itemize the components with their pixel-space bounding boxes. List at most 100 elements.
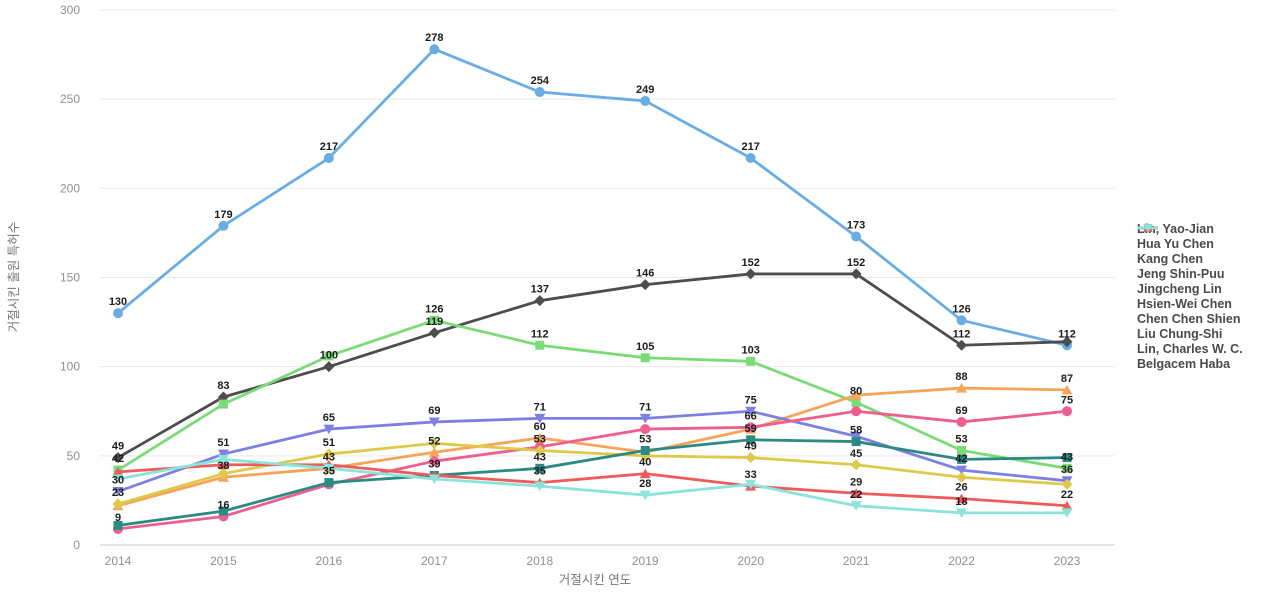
- legend-item-kang-chen[interactable]: Kang Chen: [1137, 224, 1243, 267]
- data-point-marker-triangle-down[interactable]: [745, 406, 757, 417]
- data-point-marker-circle[interactable]: [851, 231, 862, 242]
- legend-item-belgacem-haba[interactable]: Belgacem Haba: [1137, 224, 1243, 372]
- data-point-marker-circle[interactable]: [429, 44, 440, 55]
- data-point-marker-circle[interactable]: [640, 95, 651, 106]
- data-point-marker-square[interactable]: [640, 445, 650, 455]
- data-point-marker-triangle-up[interactable]: [850, 390, 862, 400]
- data-point-marker-square[interactable]: [1062, 463, 1072, 473]
- data-point-marker-triangle-up[interactable]: [850, 488, 862, 498]
- data-point-marker-diamond[interactable]: [112, 452, 124, 464]
- data-point-marker-triangle-down[interactable]: [534, 481, 546, 492]
- data-point-marker-circle[interactable]: [745, 422, 756, 433]
- data-point-marker-diamond[interactable]: [323, 448, 335, 460]
- data-point-marker-square[interactable]: [218, 506, 228, 516]
- data-point-marker-triangle-down[interactable]: [217, 454, 229, 465]
- data-point-marker-diamond[interactable]: [745, 452, 757, 464]
- data-point-marker-diamond[interactable]: [428, 327, 440, 339]
- data-point-marker-triangle-down[interactable]: [323, 424, 335, 435]
- data-point-marker-triangle-down[interactable]: [850, 501, 862, 511]
- x-tick-label: 2023: [1054, 554, 1081, 568]
- data-point-marker-triangle-up[interactable]: [639, 468, 651, 479]
- data-point-marker-diamond[interactable]: [534, 295, 546, 307]
- data-point-marker-circle[interactable]: [851, 406, 862, 417]
- data-point-marker-triangle-down[interactable]: [956, 465, 968, 476]
- data-point-marker-diamond[interactable]: [745, 268, 757, 280]
- data-point-marker-square[interactable]: [535, 340, 545, 350]
- data-point-marker-diamond[interactable]: [639, 279, 651, 291]
- data-point-label: 51: [217, 437, 229, 449]
- data-point-marker-diamond[interactable]: [1061, 336, 1073, 348]
- data-point-marker-diamond[interactable]: [217, 468, 229, 480]
- data-point-marker-square[interactable]: [851, 397, 861, 407]
- data-point-marker-square[interactable]: [1062, 453, 1072, 463]
- data-point-marker-diamond[interactable]: [112, 498, 124, 510]
- data-point-marker-circle[interactable]: [218, 220, 229, 231]
- data-point-label: 152: [741, 257, 759, 269]
- data-point-marker-triangle-up[interactable]: [534, 433, 546, 443]
- data-point-marker-triangle-down[interactable]: [639, 490, 651, 501]
- data-point-marker-diamond[interactable]: [323, 361, 335, 373]
- legend-item-jeng-shin-puu[interactable]: Jeng Shin-Puu: [1137, 223, 1243, 282]
- data-point-marker-square[interactable]: [746, 435, 756, 445]
- data-point-marker-diamond[interactable]: [428, 437, 440, 449]
- data-point-marker-circle[interactable]: [640, 424, 651, 435]
- data-point-marker-square[interactable]: [957, 454, 967, 464]
- legend-marker-icon: [1138, 224, 1158, 233]
- legend-item-liu-chung-shi[interactable]: Liu Chung-Shi: [1137, 224, 1243, 342]
- data-point-marker-triangle-down[interactable]: [534, 413, 546, 424]
- data-point-marker-triangle-down[interactable]: [428, 417, 440, 427]
- data-point-marker-circle[interactable]: [429, 456, 440, 467]
- legend-label: Jeng Shin-Puu: [1137, 267, 1225, 281]
- legend-item-hsien-wei-chen[interactable]: Hsien-Wei Chen: [1137, 223, 1243, 312]
- data-point-marker-triangle-up[interactable]: [956, 493, 968, 504]
- data-point-marker-square[interactable]: [113, 520, 123, 530]
- data-point-marker-square[interactable]: [324, 478, 334, 488]
- data-point-marker-triangle-up[interactable]: [1061, 500, 1073, 511]
- data-point-marker-square[interactable]: [851, 437, 861, 447]
- data-point-marker-triangle-down[interactable]: [639, 413, 651, 424]
- data-point-marker-triangle-down[interactable]: [428, 474, 440, 485]
- data-point-marker-triangle-down[interactable]: [1061, 508, 1073, 518]
- data-point-marker-diamond[interactable]: [956, 471, 968, 483]
- data-point-marker-triangle-up[interactable]: [956, 383, 968, 393]
- data-point-marker-square[interactable]: [640, 353, 650, 363]
- data-point-marker-circle[interactable]: [956, 315, 967, 326]
- data-point-marker-circle[interactable]: [113, 308, 123, 319]
- x-tick-label: 2017: [421, 554, 448, 568]
- data-point-marker-diamond[interactable]: [534, 444, 546, 456]
- data-point-marker-triangle-up[interactable]: [217, 459, 229, 470]
- data-point-marker-triangle-down[interactable]: [1143, 224, 1153, 233]
- data-point-marker-square[interactable]: [535, 463, 545, 473]
- data-point-label: 53: [955, 433, 967, 445]
- data-point-marker-triangle-down[interactable]: [112, 487, 124, 497]
- legend-item-hua-yu-chen[interactable]: Hua Yu Chen: [1137, 223, 1243, 252]
- data-point-marker-triangle-down[interactable]: [745, 479, 757, 490]
- data-point-marker-square[interactable]: [429, 315, 439, 325]
- data-point-marker-triangle-up[interactable]: [1061, 384, 1073, 395]
- data-point-marker-square[interactable]: [324, 351, 334, 361]
- data-point-marker-triangle-down[interactable]: [956, 508, 968, 518]
- data-point-marker-triangle-down[interactable]: [112, 474, 124, 485]
- data-point-marker-circle[interactable]: [534, 87, 545, 98]
- data-point-marker-diamond[interactable]: [850, 459, 862, 471]
- data-point-marker-circle[interactable]: [745, 153, 756, 164]
- legend-item-jingcheng-lin[interactable]: Jingcheng Lin: [1137, 224, 1243, 297]
- data-point-marker-circle[interactable]: [956, 416, 967, 427]
- series-jingcheng-lin: [112, 406, 1073, 497]
- data-point-marker-square[interactable]: [957, 445, 967, 455]
- data-point-marker-diamond[interactable]: [1061, 478, 1073, 490]
- data-point-marker-diamond[interactable]: [956, 339, 968, 351]
- data-point-marker-triangle-down[interactable]: [323, 463, 335, 474]
- data-point-marker-circle[interactable]: [323, 153, 334, 164]
- data-point-marker-triangle-down[interactable]: [850, 431, 862, 442]
- data-point-marker-triangle-up[interactable]: [428, 447, 440, 457]
- data-point-marker-square[interactable]: [746, 356, 756, 366]
- data-point-marker-triangle-up[interactable]: [112, 466, 124, 477]
- data-point-marker-square[interactable]: [218, 399, 228, 409]
- data-point-marker-diamond[interactable]: [850, 268, 862, 280]
- legend-item-lin-charles-w-c[interactable]: Lin, Charles W. C.: [1137, 223, 1243, 357]
- series-line: [116, 47, 1069, 347]
- data-point-marker-circle[interactable]: [1062, 406, 1072, 417]
- data-point-marker-triangle-down[interactable]: [217, 449, 229, 460]
- legend-item-chen-chen-shien[interactable]: Chen Chen Shien: [1137, 223, 1243, 327]
